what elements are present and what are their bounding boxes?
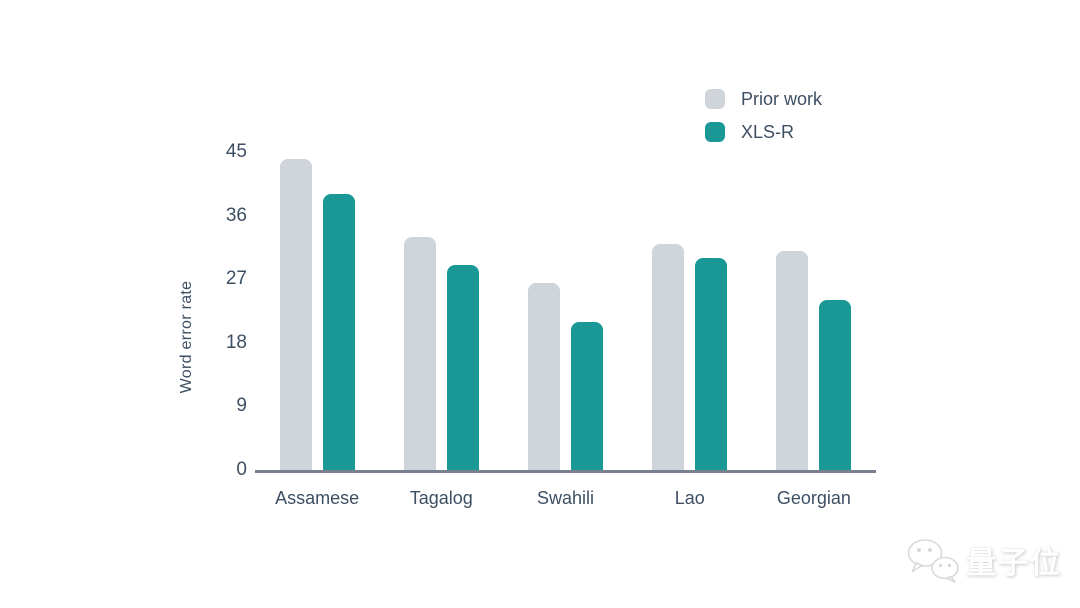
- bar-prior-work-assamese: [279, 159, 312, 470]
- y-tick-9: 9: [236, 395, 247, 417]
- watermark-text: 量子位: [966, 546, 1062, 580]
- wechat-bubbles-icon: [906, 538, 960, 589]
- x-axis-label-lao: Lao: [674, 488, 705, 508]
- legend-item-xls-r: XLS-R: [705, 122, 822, 142]
- legend-swatch-prior-work: [705, 89, 725, 109]
- bar-prior-work-lao: [652, 243, 685, 470]
- y-tick-45: 45: [225, 141, 247, 162]
- bar-xls-r-tagalog: [446, 265, 479, 470]
- bar-xls-r-swahili: [571, 321, 603, 470]
- bar-group-georgian: [752, 152, 876, 470]
- bar-group-swahili: [503, 152, 627, 470]
- x-axis-labels: Assamese Tagalog Swahili Lao Georgian: [255, 487, 876, 509]
- watermark: 量子位: [906, 538, 1062, 589]
- legend: Prior work XLS-R: [705, 89, 822, 155]
- bar-prior-work-tagalog: [403, 236, 436, 470]
- bar-xls-r-assamese: [322, 194, 355, 470]
- legend-label-xls-r: XLS-R: [741, 122, 795, 142]
- legend-item-prior-work: Prior work: [705, 89, 822, 109]
- bar-group-tagalog: [379, 152, 503, 470]
- bar-prior-work-swahili: [528, 282, 560, 470]
- bar-group-assamese: [255, 152, 379, 470]
- plot-area: [255, 152, 876, 470]
- y-tick-18: 18: [225, 331, 247, 353]
- bar-prior-work-georgian: [776, 250, 809, 470]
- x-axis-label-swahili: Swahili: [536, 488, 595, 508]
- x-axis-label-tagalog: Tagalog: [409, 488, 473, 508]
- bar-group-lao: [628, 152, 752, 470]
- y-tick-0: 0: [236, 459, 247, 480]
- legend-label-prior-work: Prior work: [741, 89, 823, 109]
- bar-xls-r-lao: [695, 258, 728, 470]
- y-tick-27: 27: [225, 268, 247, 290]
- legend-swatch-xls-r: [705, 122, 725, 142]
- y-axis-ticks: 0 9 18 27 36 45: [180, 141, 247, 480]
- x-axis-label-georgian: Georgian: [776, 488, 851, 508]
- x-axis-label-assamese: Assamese: [275, 488, 360, 508]
- x-axis-line: [255, 470, 876, 473]
- y-tick-36: 36: [225, 204, 247, 226]
- bar-xls-r-georgian: [819, 300, 852, 470]
